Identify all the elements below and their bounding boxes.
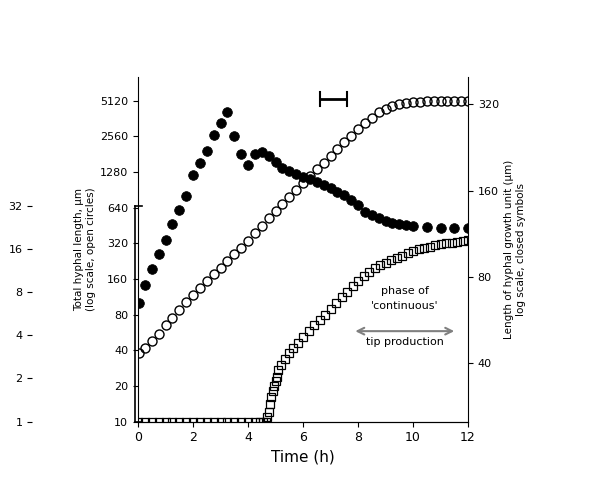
X-axis label: Time (h): Time (h) (271, 450, 335, 465)
Y-axis label: Length of hyphal growth unit (μm)
log scale, closed symbols: Length of hyphal growth unit (μm) log sc… (505, 160, 526, 339)
Text: phase of: phase of (381, 286, 428, 296)
Text: 'continuous': 'continuous' (371, 301, 439, 311)
Text: tip production: tip production (366, 337, 443, 347)
Y-axis label: Total hyphal length, μm
(log scale, open circles): Total hyphal length, μm (log scale, open… (74, 187, 96, 311)
